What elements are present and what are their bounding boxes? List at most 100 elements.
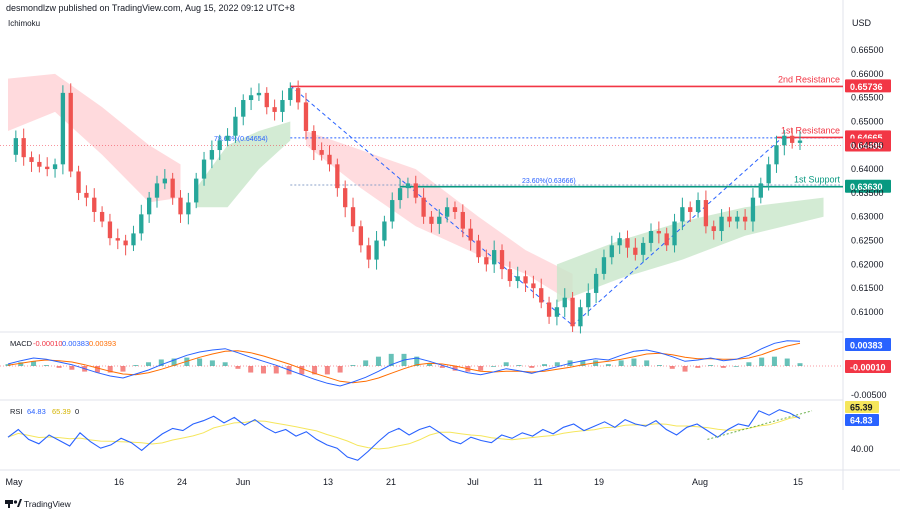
candle-body xyxy=(711,226,716,232)
candle-body xyxy=(531,283,536,289)
macd-histogram-bar xyxy=(375,356,381,366)
candle-body xyxy=(123,240,128,246)
level-price-value: 0.63630 xyxy=(850,182,883,192)
candle-body xyxy=(476,240,481,258)
macd-histogram-bar xyxy=(644,360,650,366)
macd-histogram-bar xyxy=(695,366,701,368)
time-tick-label: Jun xyxy=(236,477,251,487)
macd-badge xyxy=(845,360,891,373)
macd-histogram-bar xyxy=(720,366,726,368)
level-price-value: 0.65736 xyxy=(850,82,883,92)
indicator-label: Ichimoku xyxy=(8,19,40,28)
candle-body xyxy=(45,166,50,170)
candle-body xyxy=(719,216,724,232)
candle-body xyxy=(586,292,591,308)
macd-histogram-bar xyxy=(312,366,318,375)
price-tick-label: 0.65500 xyxy=(851,93,884,103)
candle-body xyxy=(209,150,215,160)
macd-line xyxy=(7,340,801,387)
candle-body xyxy=(311,130,316,151)
candle-body xyxy=(609,245,614,258)
candle-body xyxy=(92,197,97,212)
candle-body xyxy=(397,188,403,201)
macd-badge xyxy=(845,338,891,351)
time-tick-label: 15 xyxy=(793,477,803,487)
candle-body xyxy=(84,192,89,198)
macd-histogram-bar xyxy=(797,363,803,366)
macd-histogram-bar xyxy=(235,366,241,369)
rsi-name: RSI xyxy=(10,407,23,416)
candle-body xyxy=(256,92,262,96)
footer-brand: TradingView xyxy=(24,499,72,509)
macd-histogram-bar xyxy=(337,366,343,373)
macd-histogram-bar xyxy=(31,361,37,366)
time-tick-label: Aug xyxy=(692,477,708,487)
candle-body xyxy=(742,216,748,222)
candle-body xyxy=(13,138,18,155)
level-label: 2nd Resistance xyxy=(778,74,840,84)
macd-histogram-bar xyxy=(171,358,177,366)
price-tick-label: 0.61000 xyxy=(851,307,884,317)
candle-body xyxy=(350,207,356,227)
candle-body xyxy=(107,221,113,239)
candle-body xyxy=(680,207,685,222)
candle-body xyxy=(248,95,254,101)
candle-body xyxy=(272,107,277,112)
candle-body xyxy=(390,200,395,222)
macd-histogram-bar xyxy=(554,362,560,366)
candle-body xyxy=(656,231,662,234)
candle-body xyxy=(766,164,771,184)
price-tick-label: 0.63000 xyxy=(851,212,884,222)
price-tick-label: 0.62500 xyxy=(851,236,884,246)
rsi-ma-line xyxy=(7,416,801,450)
rsi-badge xyxy=(845,414,879,426)
macd-histogram-bar xyxy=(631,358,637,366)
candle-body xyxy=(131,233,136,246)
macd-signal-line xyxy=(7,342,801,384)
macd-histogram-bar xyxy=(478,366,484,371)
candle-body xyxy=(601,257,607,274)
macd-badge-value: 0.00383 xyxy=(850,341,883,351)
macd-histogram-bar xyxy=(120,366,126,372)
last-price-badge xyxy=(845,138,891,152)
candle-body xyxy=(758,183,763,198)
macd-histogram-bar xyxy=(542,364,548,366)
price-tick-label: 0.64500 xyxy=(851,140,884,150)
macd-histogram-bar xyxy=(56,366,62,368)
macd-histogram-bar xyxy=(273,366,279,374)
last-price-value: 0.64495 xyxy=(850,141,883,151)
candle-body xyxy=(562,297,567,308)
candle-body xyxy=(288,88,293,101)
candle-body xyxy=(162,178,167,184)
candle-body xyxy=(641,242,646,255)
time-tick-label: May xyxy=(5,477,23,487)
macd-histogram-bar xyxy=(94,366,100,373)
candle-body xyxy=(672,221,677,246)
candle-body xyxy=(178,197,183,215)
macd-histogram-bar xyxy=(439,366,445,368)
macd-histogram-bar xyxy=(299,366,305,375)
candle-body xyxy=(790,135,795,143)
candle-body xyxy=(241,100,246,117)
candle-body xyxy=(774,145,779,165)
candle-body xyxy=(186,202,191,215)
price-tick-label: 0.66500 xyxy=(851,45,884,55)
macd-histogram-bar xyxy=(669,366,675,369)
macd-histogram-bar xyxy=(490,366,496,367)
price-tick-label: 0.65000 xyxy=(851,116,884,126)
macd-histogram-bar xyxy=(209,360,215,366)
macd-pane: MACD -0.00010 0.00383 0.00393 0.00383-0.0001… xyxy=(0,338,891,400)
macd-histogram-bar xyxy=(605,364,611,366)
macd-histogram-bar xyxy=(107,366,113,373)
price-tick-label: 0.61500 xyxy=(851,283,884,293)
price-tick-label: 0.66000 xyxy=(851,69,884,79)
candle-body xyxy=(201,159,207,179)
candle-body xyxy=(76,171,81,193)
macd-histogram-bar xyxy=(248,366,254,373)
candle-body xyxy=(295,88,301,103)
macd-histogram-bar xyxy=(759,357,765,366)
candle-body xyxy=(280,100,285,112)
macd-histogram-bar xyxy=(784,358,790,366)
